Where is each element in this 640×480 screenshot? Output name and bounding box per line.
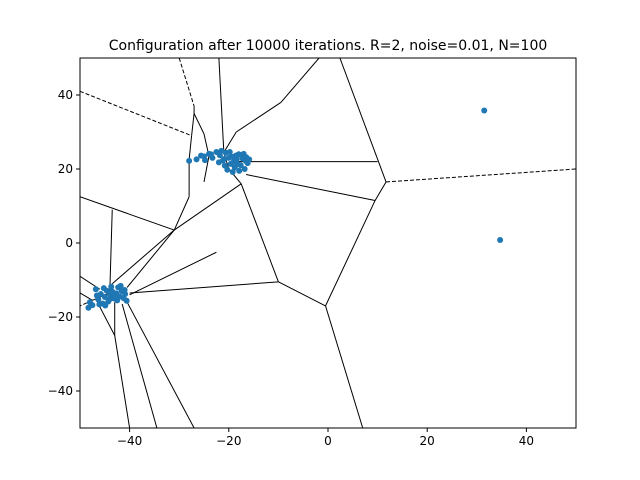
data-point [207, 151, 214, 158]
data-point [117, 282, 124, 289]
voronoi-ridge [121, 303, 158, 428]
x-tick-label: 20 [420, 434, 435, 448]
x-tick-label: −40 [117, 434, 142, 448]
data-point [221, 156, 228, 163]
voronoi-ridge [203, 155, 210, 183]
voronoi-ridge [325, 305, 364, 428]
voronoi-ridge [223, 131, 237, 153]
voronoi-ridge [235, 101, 282, 133]
voronoi-ridge [188, 135, 193, 160]
data-point [101, 294, 108, 301]
y-tick-label: 0 [65, 236, 73, 250]
data-point [92, 286, 99, 293]
data-point [215, 159, 222, 166]
voronoi-ridge [129, 251, 217, 296]
data-point [114, 297, 121, 304]
x-tick-label: 40 [519, 434, 534, 448]
voronoi-ridge [80, 196, 175, 231]
voronoi-ridge [129, 281, 279, 294]
data-point [100, 285, 107, 292]
data-point [238, 152, 245, 159]
voronoi-ridge [193, 113, 205, 135]
chart-title: Configuration after 10000 iterations. R=… [109, 38, 548, 54]
voronoi-ridge [278, 281, 326, 307]
data-point [121, 286, 128, 293]
data-point [186, 157, 193, 164]
data-point [228, 153, 235, 160]
voronoi-ridge [111, 229, 175, 285]
voronoi-ridge-dashed [385, 168, 576, 183]
voronoi-ridge [126, 229, 175, 288]
voronoi-edges [80, 58, 576, 428]
data-point [234, 161, 241, 168]
data-point [218, 147, 225, 154]
data-point [246, 156, 253, 163]
data-point [241, 166, 248, 172]
x-tick-label: 0 [324, 434, 332, 448]
data-point [481, 107, 488, 114]
data-point [106, 296, 113, 303]
voronoi-ridge [246, 174, 376, 201]
y-tick-label: 20 [58, 162, 73, 176]
data-point [102, 302, 109, 309]
data-point [93, 292, 100, 299]
data-point [224, 166, 231, 173]
scatter-points [85, 107, 504, 311]
data-point [497, 237, 504, 244]
x-tick-label: −20 [216, 434, 241, 448]
data-point [108, 283, 115, 290]
voronoi-ridge-dashed [80, 90, 192, 137]
data-point [236, 167, 243, 174]
data-point [226, 148, 233, 155]
data-point [96, 301, 103, 308]
voronoi-ridge [280, 58, 320, 103]
voronoi-ridge [96, 301, 116, 336]
data-point [201, 153, 207, 160]
voronoi-ridge [114, 335, 131, 428]
voronoi-ridge [218, 58, 225, 153]
voronoi-ridge [339, 58, 387, 183]
data-point [112, 292, 119, 299]
voronoi-ridge [126, 301, 195, 428]
y-axis: −40 −20 0 20 40 [48, 88, 80, 398]
x-axis: −40 −20 0 20 40 [117, 428, 534, 448]
voronoi-ridge [80, 292, 93, 301]
y-tick-label: −20 [48, 310, 73, 324]
data-point [89, 302, 96, 309]
data-point [193, 156, 200, 163]
voronoi-ridge [374, 181, 387, 201]
y-tick-label: −40 [48, 384, 73, 398]
voronoi-ridge [240, 183, 279, 283]
data-point [123, 297, 130, 304]
voronoi-ridge-dashed [178, 58, 195, 107]
voronoi-ridge [191, 113, 195, 136]
voronoi-ridge [325, 200, 376, 307]
plot-frame [79, 57, 577, 429]
voronoi-ridge [173, 183, 242, 231]
voronoi-ridge [109, 209, 113, 293]
y-tick-label: 40 [58, 88, 73, 102]
voronoi-ridge [173, 196, 190, 231]
